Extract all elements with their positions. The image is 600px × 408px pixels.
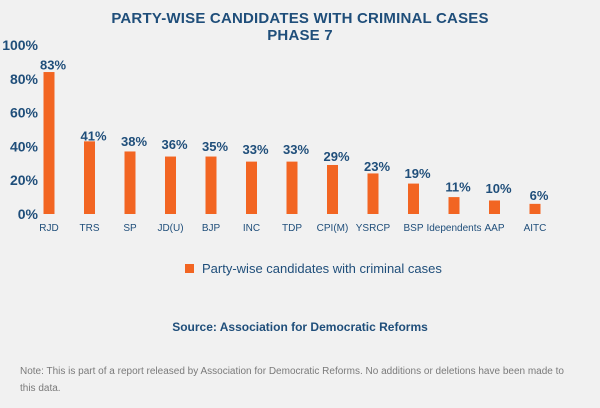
x-tick-label: AAP [484,223,504,234]
bar [84,141,95,214]
x-tick-label: Idependents [426,223,481,234]
bar [286,161,298,214]
bar [246,161,257,214]
note-text: Note: This is part of a report released … [20,366,564,394]
bar [367,173,379,214]
data-label: 38% [121,134,147,149]
data-label: 23% [364,159,390,174]
data-label: 10% [485,181,511,196]
chart-subtitle: PHASE 7 [267,27,333,44]
y-tick-label: 40% [10,138,39,154]
chart-legend: Party-wise candidates with criminal case… [185,261,442,276]
data-label: 36% [161,137,187,152]
x-tick-label: BSP [403,223,423,234]
bar-chart: 0% 20% 40% 60% 80% 100%83% RJD 41% TRS 38% SP 36% JD… [2,37,549,234]
x-tick-label: TDP [282,223,302,234]
y-tick-label: 0% [18,206,39,222]
data-label: 6% [530,188,549,203]
bar [408,183,419,214]
bar [43,72,55,214]
data-label: 41% [80,129,106,144]
bar [165,156,176,214]
x-tick-label: SP [123,223,137,234]
source-text: Source: Association for Democratic Refor… [172,320,428,334]
y-tick-label: 20% [10,172,39,188]
x-tick-label: AITC [524,223,547,234]
bar [448,197,460,214]
y-tick-label: 100% [2,37,38,53]
data-label: 19% [404,166,430,181]
data-label: 33% [242,142,268,157]
data-label: 29% [323,149,349,164]
x-tick-label: YSRCP [356,223,391,234]
x-tick-label: INC [243,223,260,234]
bar [529,203,541,214]
x-tick-label: TRS [80,223,100,234]
y-tick-label: 60% [10,105,39,121]
bar [205,156,217,214]
x-tick-label: RJD [39,223,58,234]
data-label: 35% [202,139,228,154]
data-label: 11% [445,179,471,194]
bar [489,200,500,214]
bar [327,164,338,214]
x-tick-label: JD(U) [157,223,183,234]
x-tick-label: BJP [202,223,221,234]
x-tick-label: CPI(M) [317,223,349,234]
bar [124,151,136,214]
data-label: 33% [283,142,309,157]
legend-swatch [185,264,194,273]
legend-label: Party-wise candidates with criminal case… [202,261,442,276]
chart-title: PARTY-WISE CANDIDATES WITH CRIMINAL CASE… [111,10,489,27]
y-tick-label: 80% [10,71,39,87]
data-label: 83% [40,58,66,73]
